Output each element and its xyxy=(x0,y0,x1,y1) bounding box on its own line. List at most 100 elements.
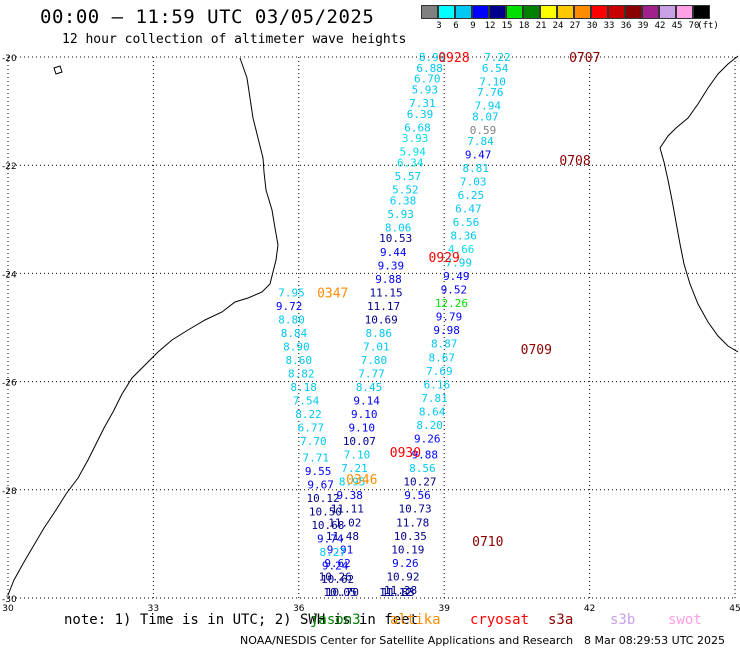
pass-time-label: 0347 xyxy=(317,286,348,301)
track-altika: 7.959.728.808.848.908.608.828.187.548.22… xyxy=(276,286,359,599)
wave-height-value: 10.70 xyxy=(326,586,359,599)
wave-height-value: 8.80 xyxy=(278,313,305,326)
island-coastline xyxy=(53,65,63,75)
colorbar-swatch xyxy=(506,5,523,19)
wave-height-value: 9.38 xyxy=(336,489,363,502)
wave-height-value: 10.05 xyxy=(323,586,356,599)
wave-height-value: 0.59 xyxy=(470,124,497,137)
page-subtitle: 12 hour collection of altimeter wave hei… xyxy=(62,32,407,47)
wave-height-value: 8.45 xyxy=(356,381,383,394)
colorbar-label: 42 xyxy=(654,21,666,31)
wave-height-value: 6.88 xyxy=(416,62,443,75)
wave-height-value: 9.72 xyxy=(276,300,303,313)
wave-height-value: 8.81 xyxy=(462,162,489,175)
wave-height-value: 9.74 xyxy=(317,532,344,545)
wave-height-value: 10.62 xyxy=(321,573,354,586)
wave-height-value: 7.81 xyxy=(421,392,448,405)
footer-note: note: 1) Time is in UTC; 2) SWH is in fe… xyxy=(64,612,419,628)
track-s3a: 7.226.547.107.767.948.070.597.849.478.81… xyxy=(379,51,511,599)
wave-height-value: 5.52 xyxy=(392,184,419,197)
mission-jason3: jason3 xyxy=(310,612,361,628)
wave-height-value: 7.84 xyxy=(467,135,494,148)
wave-height-value: 11.11 xyxy=(331,503,364,516)
lat-tick-label: -22 xyxy=(2,162,17,172)
wave-height-value: 6.68 xyxy=(404,121,431,134)
wave-height-value: 8.56 xyxy=(409,462,436,475)
wave-height-value: 6.70 xyxy=(414,73,441,86)
wave-height-value: 8.95 xyxy=(339,476,366,489)
lat-tick-label: -20 xyxy=(2,54,17,64)
wave-height-value: 5.57 xyxy=(395,170,422,183)
wave-height-value: 8.27 xyxy=(319,546,346,559)
mission-swot: swot xyxy=(668,612,702,628)
wave-height-value: 7.77 xyxy=(358,367,385,380)
wave-height-value: 11.38 xyxy=(384,584,417,597)
colorbar-swatch xyxy=(472,5,489,19)
mission-altika: altika xyxy=(390,612,441,628)
wave-height-value: 8.22 xyxy=(295,408,322,421)
wave-height-value: 7.69 xyxy=(426,365,453,378)
wave-height-value: 10.73 xyxy=(399,503,432,516)
wave-height-value: 10.27 xyxy=(403,476,436,489)
colorbar-swatch xyxy=(591,5,608,19)
wave-height-value: 11.83 xyxy=(382,586,415,599)
wave-height-value: 6.38 xyxy=(390,194,417,207)
wave-height-value: 11.12 xyxy=(379,586,412,599)
wave-height-value: 11.48 xyxy=(326,530,359,543)
colorbar-label: 36 xyxy=(620,21,632,31)
track-cryosat: 8.996.886.705.937.316.396.683.935.946.34… xyxy=(319,51,446,583)
colorbar-swatch xyxy=(455,5,472,19)
colorbar-swatch xyxy=(438,5,455,19)
page-title: 00:00 – 11:59 UTC 03/05/2025 xyxy=(40,6,375,28)
wave-height-value: 8.87 xyxy=(431,338,458,351)
colorbar-label: 45 xyxy=(671,21,683,31)
mission-s3b: s3b xyxy=(610,612,636,628)
colorbar-swatch xyxy=(676,5,693,19)
wave-height-value: 6.77 xyxy=(298,422,325,435)
wave-height-value: 7.54 xyxy=(293,395,320,408)
wave-height-value: 10.68 xyxy=(311,519,344,532)
colorbar-swatch xyxy=(523,5,540,19)
wave-height-value: 8.99 xyxy=(419,51,446,64)
colorbar-label: 3 xyxy=(436,21,442,31)
wave-height-value: 9.10 xyxy=(351,408,378,421)
wave-height-value: 6.25 xyxy=(458,189,485,202)
wave-height-value: 11.17 xyxy=(367,300,400,313)
wave-height-value: 9.49 xyxy=(443,270,470,283)
wave-height-value: 8.60 xyxy=(286,354,313,367)
wave-height-value: 7.21 xyxy=(341,462,368,475)
wave-height-value: 11.02 xyxy=(328,516,361,529)
lon-tick-label: 39 xyxy=(438,604,450,614)
colorbar-swatch xyxy=(608,5,625,19)
pass-time-labels: 0928 0707 0708 0929 0347 0709 0930 0346 0710 xyxy=(317,51,600,550)
colorbar-label: 24 xyxy=(552,21,564,31)
colorbar-swatch xyxy=(540,5,557,19)
wave-height-value: 8.20 xyxy=(416,419,443,432)
wave-height-value: 9.88 xyxy=(375,273,402,286)
lon-tick-label: 45 xyxy=(729,604,740,614)
wave-height-value: 6.39 xyxy=(407,108,434,121)
pass-time-label: 0709 xyxy=(521,343,552,358)
wave-height-value: 8.84 xyxy=(281,327,308,340)
colorbar-label: 70 xyxy=(688,21,700,31)
wave-height-value: 9.88 xyxy=(412,449,439,462)
pass-time-label: 0707 xyxy=(569,51,600,66)
pass-time-label: 0710 xyxy=(472,535,503,550)
wave-height-value: 7.94 xyxy=(475,100,502,113)
pass-time-label: 0930 xyxy=(390,446,421,461)
lon-tick-label: 36 xyxy=(293,604,305,614)
wave-height-value: 10.26 xyxy=(319,570,352,583)
colorbar-label: 39 xyxy=(637,21,649,31)
wave-height-value: 10.69 xyxy=(365,313,398,326)
wave-height-value: 11.78 xyxy=(396,516,429,529)
madagascar-coastline xyxy=(659,55,739,353)
credit-text: NOAA/NESDIS Center for Satellite Applica… xyxy=(240,634,574,647)
wave-height-value: 8.06 xyxy=(385,221,412,234)
lon-tick-label: 30 xyxy=(2,604,14,614)
colorbar-label: 6 xyxy=(453,21,459,31)
colorbar-swatch xyxy=(574,5,591,19)
wave-height-value: 7.70 xyxy=(300,435,327,448)
wave-height-value: 9.24 xyxy=(322,560,349,573)
wave-height-value: 10.12 xyxy=(306,492,339,505)
